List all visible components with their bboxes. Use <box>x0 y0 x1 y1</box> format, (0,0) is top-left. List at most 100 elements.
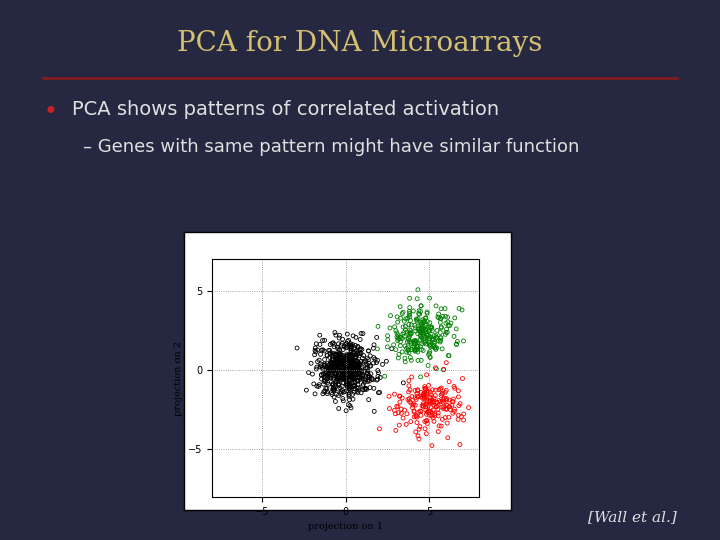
Point <box>413 325 424 334</box>
Point <box>338 371 350 380</box>
Point <box>338 371 349 380</box>
Point <box>415 411 427 420</box>
Point <box>405 321 417 329</box>
Point <box>340 362 351 370</box>
Point <box>451 325 462 333</box>
Point <box>331 353 343 361</box>
Point <box>353 360 364 369</box>
Point <box>426 403 437 412</box>
Point <box>394 333 405 341</box>
Point <box>348 381 360 390</box>
Point <box>327 385 338 394</box>
Point <box>346 352 357 360</box>
Point <box>353 383 364 392</box>
Point <box>333 391 344 400</box>
Point <box>419 338 431 347</box>
Point <box>331 362 343 371</box>
Point <box>415 301 427 310</box>
Point <box>314 340 325 349</box>
Point <box>418 332 429 341</box>
Point <box>343 373 354 382</box>
Point <box>320 384 331 393</box>
Point <box>339 372 351 381</box>
Point <box>333 374 344 382</box>
Point <box>400 326 411 334</box>
Point <box>415 333 427 341</box>
Point <box>356 388 367 397</box>
Point <box>343 353 355 362</box>
Point <box>355 349 366 357</box>
Point <box>414 331 426 340</box>
Point <box>395 409 407 417</box>
Point <box>328 366 339 374</box>
Point <box>401 409 413 418</box>
Point <box>391 402 402 410</box>
Point <box>345 363 356 372</box>
Point <box>340 363 351 372</box>
Point <box>345 382 356 390</box>
Point <box>363 355 374 364</box>
Point <box>333 356 344 364</box>
Point <box>336 367 347 375</box>
Point <box>430 343 441 352</box>
Point <box>348 373 359 381</box>
Point <box>426 324 438 333</box>
Point <box>458 416 469 424</box>
Point <box>317 363 328 372</box>
Point <box>441 328 453 336</box>
Point <box>311 382 323 390</box>
Point <box>351 370 362 379</box>
Point <box>414 310 426 319</box>
Point <box>344 357 356 366</box>
Point <box>393 350 405 359</box>
Point <box>323 346 334 355</box>
Point <box>345 345 356 353</box>
Point <box>331 356 343 364</box>
Point <box>456 374 468 383</box>
Point <box>329 381 341 390</box>
Point <box>404 397 415 406</box>
Point <box>436 422 447 430</box>
Point <box>354 368 366 376</box>
Point <box>395 334 407 342</box>
Point <box>408 400 419 408</box>
Point <box>328 380 339 389</box>
Point <box>415 307 426 316</box>
Point <box>398 328 410 337</box>
Point <box>318 347 330 355</box>
Point <box>418 402 429 411</box>
Point <box>441 401 452 409</box>
Point <box>456 306 468 314</box>
Point <box>425 408 436 416</box>
Point <box>312 382 324 391</box>
Point <box>411 316 423 325</box>
Point <box>336 370 348 379</box>
Point <box>408 401 419 409</box>
Point <box>346 362 358 371</box>
Point <box>354 375 366 384</box>
Point <box>333 362 345 371</box>
Point <box>344 369 356 378</box>
Point <box>397 414 409 422</box>
Point <box>333 334 345 342</box>
Point <box>343 336 354 345</box>
Point <box>415 392 427 401</box>
Point <box>324 360 336 369</box>
Point <box>415 318 427 327</box>
Point <box>410 339 421 348</box>
Point <box>449 332 460 341</box>
Point <box>431 364 442 373</box>
Point <box>415 373 426 381</box>
Point <box>384 312 396 320</box>
Point <box>336 375 348 383</box>
Point <box>405 316 416 325</box>
Point <box>424 333 436 341</box>
Point <box>328 342 340 351</box>
Point <box>340 374 351 382</box>
Point <box>426 411 437 420</box>
Point <box>319 355 330 364</box>
Point <box>407 403 418 412</box>
Point <box>320 368 332 377</box>
Point <box>419 382 431 391</box>
Point <box>333 352 345 360</box>
